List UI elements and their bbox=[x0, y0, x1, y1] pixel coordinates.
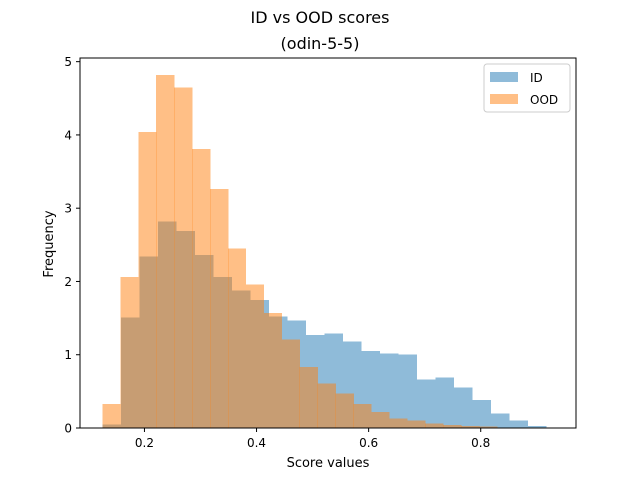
legend-swatch-id bbox=[490, 72, 518, 82]
histogram-bar bbox=[472, 400, 491, 428]
y-tick-label: 2 bbox=[64, 275, 72, 289]
histogram-bar bbox=[174, 87, 192, 428]
histogram-bar bbox=[435, 377, 454, 428]
chart-title: ID vs OOD scores bbox=[251, 8, 390, 27]
y-tick-label: 0 bbox=[64, 422, 72, 436]
histogram-bar bbox=[354, 404, 372, 428]
x-tick-label: 0.4 bbox=[247, 436, 266, 450]
histogram-bar bbox=[192, 149, 210, 428]
y-tick-label: 4 bbox=[64, 128, 72, 142]
histogram-bar bbox=[246, 284, 264, 428]
legend-label-id: ID bbox=[530, 71, 543, 85]
histogram-bar bbox=[336, 394, 354, 428]
y-tick-label: 5 bbox=[64, 55, 72, 69]
histogram-bar bbox=[509, 421, 528, 428]
histogram-bar bbox=[425, 424, 443, 428]
x-tick-label: 0.6 bbox=[359, 436, 378, 450]
histogram-bar bbox=[407, 421, 425, 428]
histogram-bar bbox=[491, 413, 510, 428]
legend: ID OOD bbox=[484, 64, 570, 112]
histogram-bar bbox=[120, 277, 138, 428]
chart-subtitle: (odin-5-5) bbox=[281, 34, 360, 53]
histogram-bar bbox=[300, 367, 318, 428]
histogram-bar bbox=[264, 313, 282, 428]
histogram-bar bbox=[454, 388, 473, 428]
histogram-bar bbox=[389, 418, 407, 428]
histogram-bar bbox=[210, 189, 228, 428]
x-tick-label: 0.2 bbox=[135, 436, 154, 450]
histogram-bar bbox=[398, 355, 417, 428]
histogram-bar bbox=[228, 249, 246, 429]
histogram-bar bbox=[138, 132, 156, 428]
histogram-bar bbox=[371, 412, 389, 428]
x-tick-label: 0.8 bbox=[471, 436, 490, 450]
legend-label-ood: OOD bbox=[530, 93, 558, 107]
histogram-bar bbox=[102, 404, 120, 428]
y-axis-label: Frequency bbox=[42, 210, 57, 277]
legend-swatch-ood bbox=[490, 94, 518, 104]
histogram-bar bbox=[156, 75, 174, 428]
x-axis-label: Score values bbox=[287, 456, 370, 471]
y-tick-label: 3 bbox=[64, 202, 72, 216]
histogram-bar bbox=[318, 383, 336, 428]
y-tick-label: 1 bbox=[64, 348, 72, 362]
histogram-bar bbox=[282, 339, 300, 428]
